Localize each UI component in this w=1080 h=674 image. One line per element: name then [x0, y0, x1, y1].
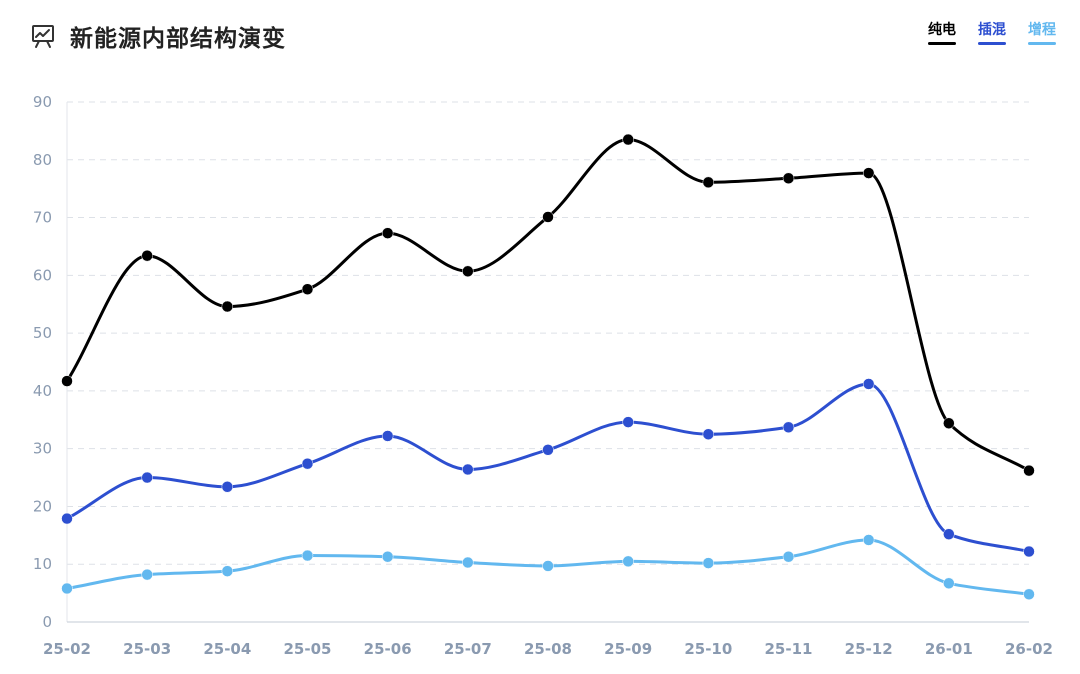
data-point [782, 172, 795, 185]
data-point [381, 550, 394, 563]
data-point [221, 300, 234, 313]
y-tick-label: 10 [33, 555, 52, 573]
data-point [141, 249, 153, 262]
data-point [61, 375, 73, 387]
legend-item-erev[interactable]: 增程 [1028, 20, 1056, 45]
x-tick-label: 25-11 [765, 640, 813, 658]
x-tick-label: 25-03 [123, 640, 171, 658]
data-point [702, 428, 715, 440]
y-tick-label: 80 [33, 151, 52, 169]
data-point [622, 555, 634, 568]
chart-header: 新能源内部结构演变 [30, 14, 286, 58]
legend-label: 插混 [978, 22, 1006, 38]
chart-legend: 纯电 插混 增程 [928, 20, 1056, 45]
data-point [61, 582, 73, 595]
data-point [702, 176, 715, 189]
data-point [462, 265, 474, 278]
series-line-1 [65, 382, 1031, 554]
data-point [1023, 464, 1035, 477]
data-point [141, 471, 153, 484]
data-point [141, 568, 153, 581]
legend-swatch [1028, 42, 1056, 45]
y-tick-label: 40 [33, 382, 52, 400]
data-point [542, 211, 554, 223]
y-tick-label: 0 [42, 613, 52, 631]
data-point [862, 167, 875, 179]
x-tick-label: 25-06 [364, 640, 412, 658]
data-point [301, 549, 314, 562]
data-point [943, 577, 955, 590]
data-point [622, 416, 634, 428]
x-tick-label: 25-09 [604, 640, 652, 658]
data-point [622, 133, 634, 146]
data-point [381, 430, 394, 442]
legend-item-phev[interactable]: 插混 [978, 20, 1006, 45]
data-point [221, 481, 234, 493]
y-tick-label: 70 [33, 209, 52, 227]
y-tick-label: 90 [33, 93, 52, 111]
data-point [943, 417, 955, 429]
series-line-0 [65, 138, 1031, 473]
data-point [462, 463, 474, 476]
data-point [301, 457, 314, 470]
data-point [1023, 588, 1035, 601]
data-point [943, 528, 955, 540]
data-point [1023, 545, 1035, 558]
legend-item-pure-ev[interactable]: 纯电 [928, 20, 956, 45]
x-tick-label: 25-10 [684, 640, 732, 658]
data-point [221, 565, 234, 577]
legend-label: 纯电 [928, 22, 956, 38]
data-point [542, 560, 554, 572]
legend-label: 增程 [1028, 22, 1056, 38]
x-tick-label: 25-04 [203, 640, 251, 658]
x-tick-label: 25-08 [524, 640, 572, 658]
x-tick-label: 25-12 [845, 640, 893, 658]
data-point [61, 512, 73, 525]
data-point [462, 556, 474, 569]
data-point [702, 557, 715, 569]
y-tick-label: 30 [33, 440, 52, 458]
y-tick-label: 60 [33, 266, 52, 284]
presentation-chart-icon [30, 23, 56, 49]
y-tick-label: 20 [33, 497, 52, 515]
x-tick-label: 26-01 [925, 640, 973, 658]
x-tick-label: 26-02 [1005, 640, 1053, 658]
data-point [862, 378, 875, 390]
legend-swatch [928, 42, 956, 45]
data-point [782, 421, 795, 434]
legend-swatch [978, 42, 1006, 45]
x-tick-label: 25-05 [284, 640, 332, 658]
x-tick-label: 25-07 [444, 640, 492, 658]
chart-title: 新能源内部结构演变 [70, 26, 286, 52]
data-point [862, 534, 875, 546]
data-point [542, 444, 554, 456]
data-point [301, 283, 314, 295]
data-point [782, 550, 795, 563]
x-tick-label: 25-02 [43, 640, 91, 658]
y-tick-label: 50 [33, 324, 52, 342]
data-point [381, 227, 394, 239]
